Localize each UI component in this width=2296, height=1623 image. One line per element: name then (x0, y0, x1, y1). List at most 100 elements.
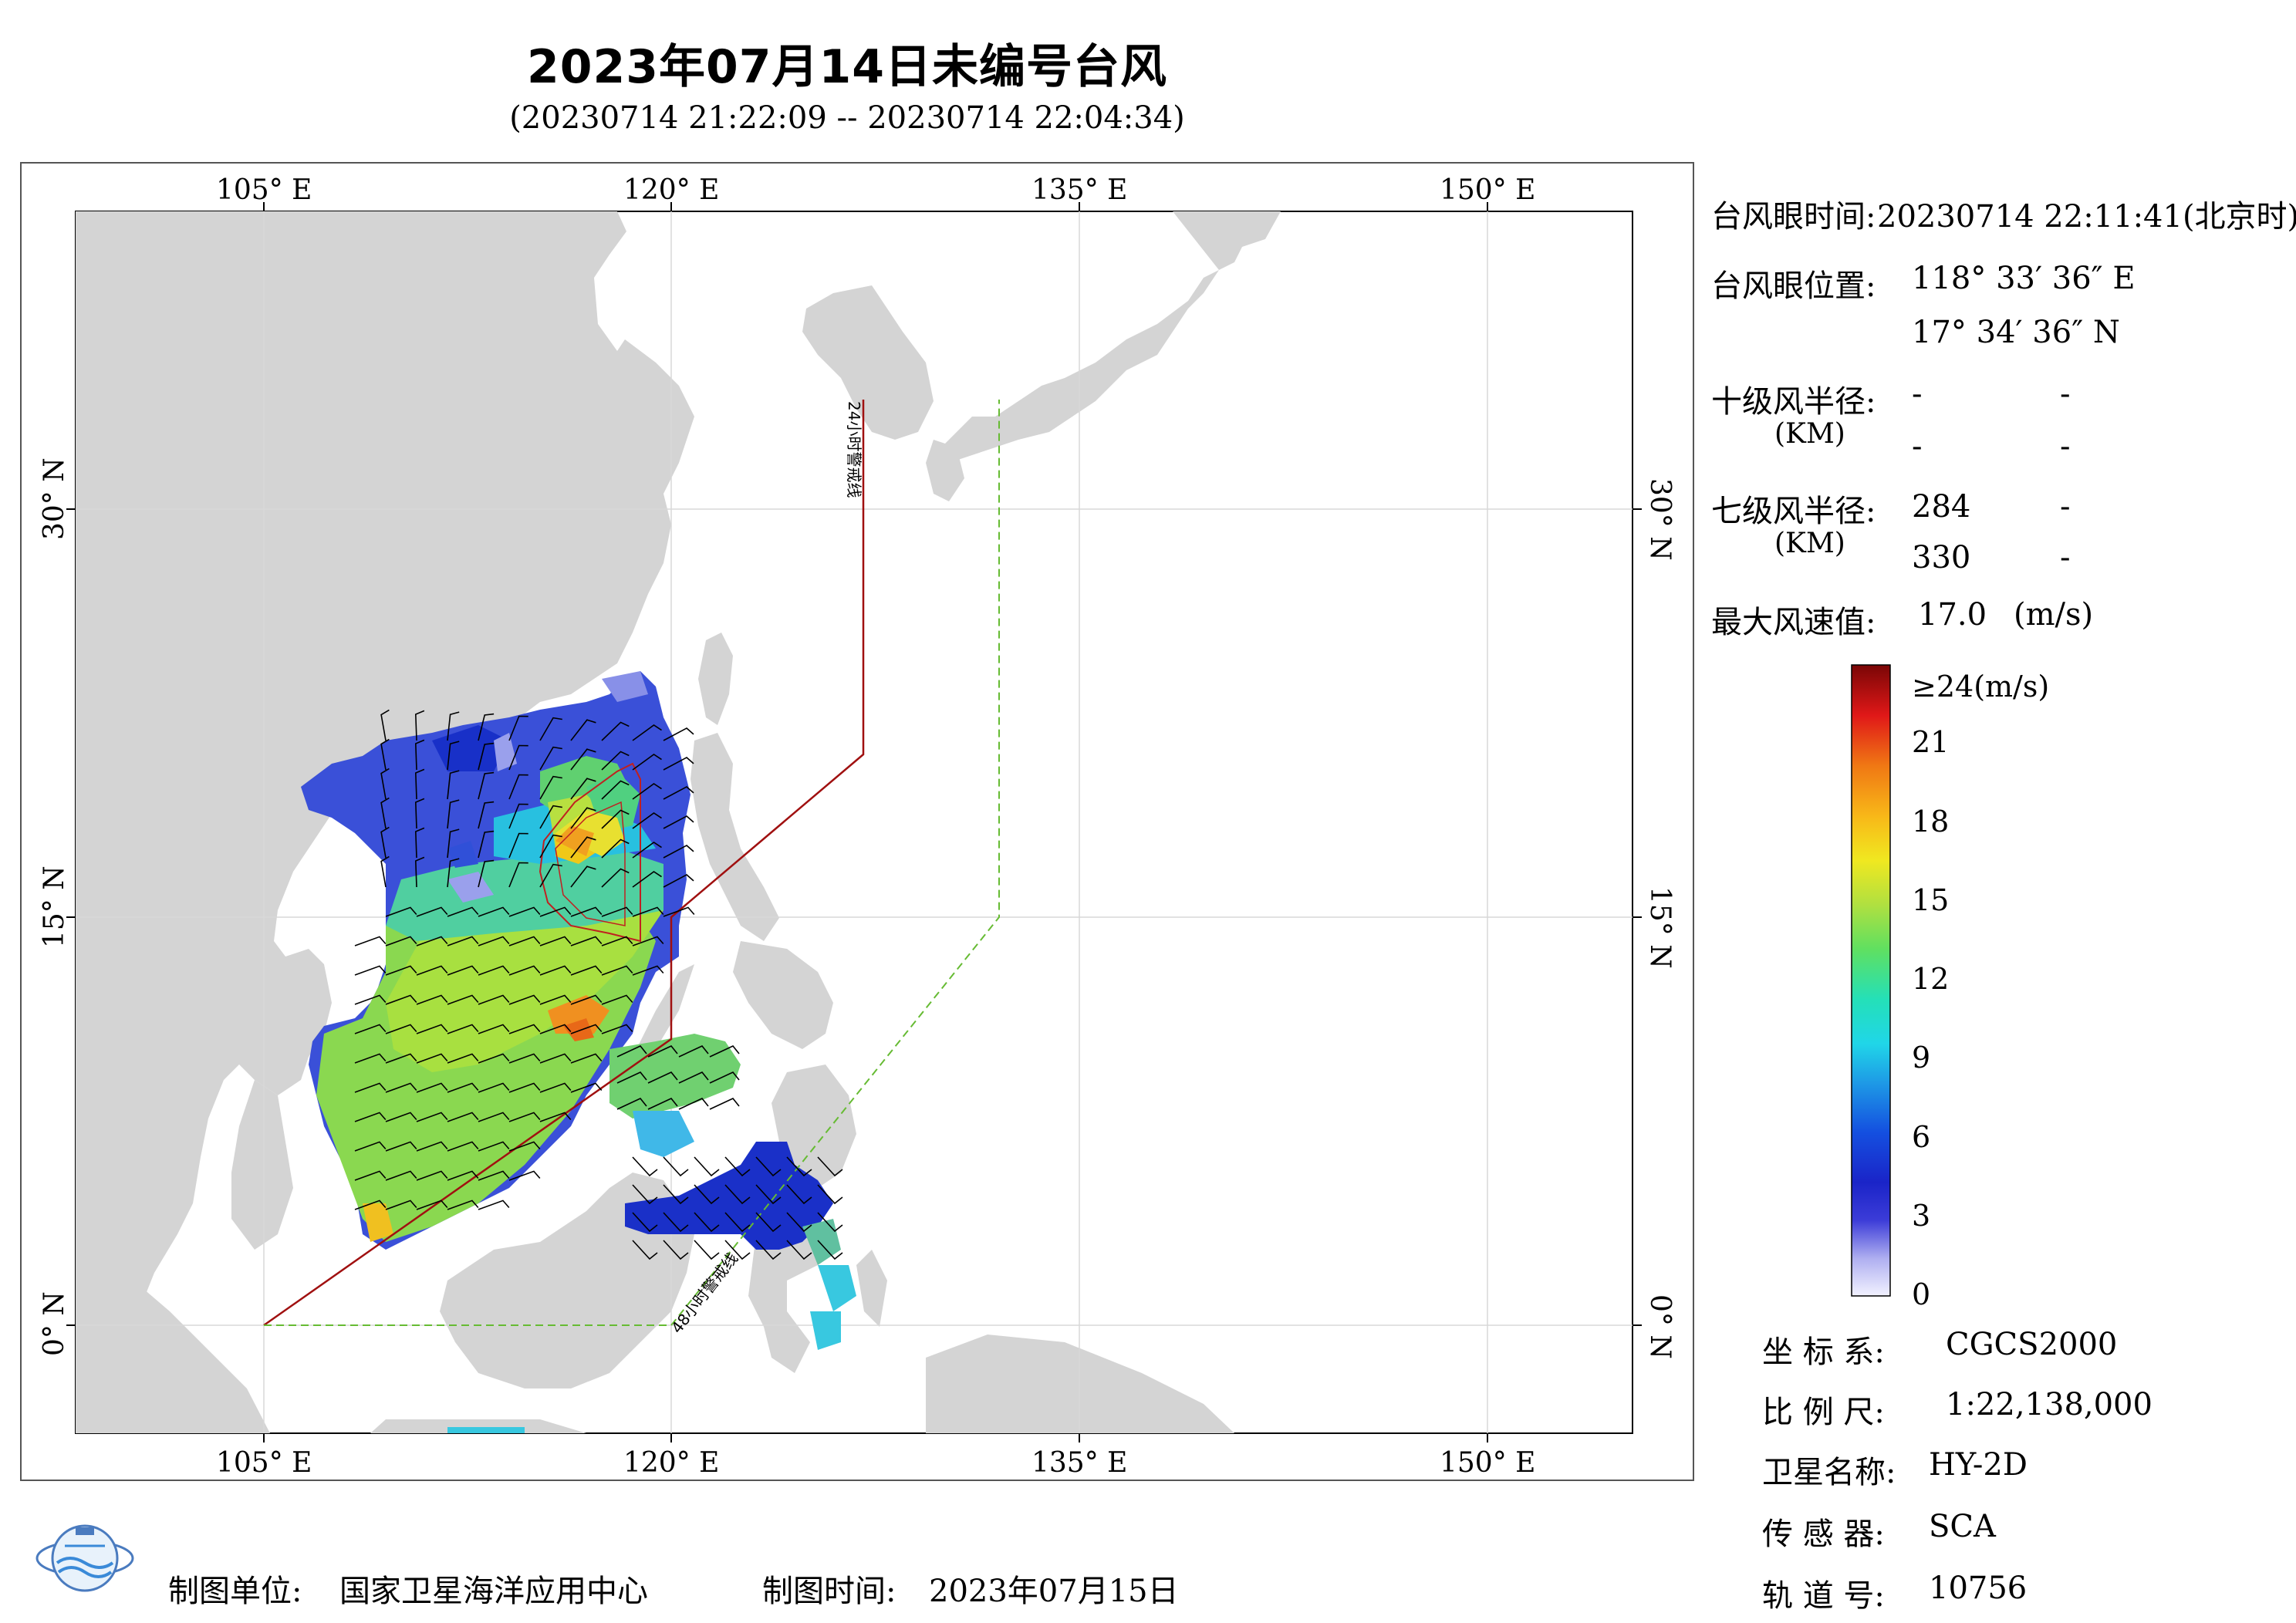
wind-barb (354, 994, 387, 1005)
map-subtitle: (20230714 21:22:09 -- 20230714 22:04:34) (509, 100, 1185, 136)
wind-barb (663, 1156, 689, 1177)
wind-barb (354, 1024, 387, 1034)
wind-barb (414, 798, 425, 829)
wind-barb (447, 770, 460, 800)
producer-value: 国家卫星海洋应用中心 (339, 1574, 648, 1609)
wind-barb (663, 757, 694, 771)
wind-barb (539, 775, 562, 800)
eye-time-value: 20230714 22:11:41(北京时) (1877, 199, 2296, 235)
legend-tick-label: 6 (1912, 1119, 1931, 1154)
wind-barb (416, 1053, 448, 1064)
land-kyushu (926, 440, 964, 501)
wind-barb (663, 815, 694, 829)
wind-barb (478, 1082, 510, 1093)
lat-label-left-15: 15° N (39, 865, 70, 948)
wind-barb (632, 871, 662, 888)
legend-tick-label: ≥24(m/s) (1912, 670, 2050, 704)
eye-longitude: 118° 33′ 36″ E (1912, 261, 2136, 296)
legend-tick-label: 0 (1912, 1277, 1931, 1311)
lon-label-top-150: 150° E (1440, 174, 1535, 206)
wind-barb (601, 721, 630, 741)
wind-barb (616, 1098, 647, 1110)
wind-barb (447, 994, 479, 1005)
frame-ticks (66, 202, 1642, 1442)
land-japan (941, 211, 1250, 463)
wind-barb (570, 1024, 603, 1034)
wind-barb (709, 1045, 740, 1058)
sensor-value: SCA (1929, 1509, 1996, 1544)
wind-barb (354, 1053, 387, 1064)
map-title: 2023年07月14日未编号台风 (527, 40, 1167, 94)
lat-label-right-0: 0° N (1644, 1294, 1676, 1359)
wind-barb (694, 1184, 720, 1205)
orbit-label: 轨 道 号: (1762, 1578, 1885, 1614)
wind-barb (663, 874, 694, 888)
wind-barb (724, 1240, 751, 1260)
wind-barb (447, 1200, 479, 1210)
wind-barb (380, 797, 390, 829)
wind-barb (447, 799, 460, 829)
wind-barb (570, 965, 603, 976)
wind-barb (478, 936, 510, 946)
wind-barb (354, 1112, 387, 1122)
wind-barb (508, 906, 541, 917)
wind-barb (508, 936, 541, 946)
radius-10-value-2b: - (2060, 429, 2071, 464)
radius-7-value-1b: - (2060, 489, 2071, 525)
wind-barb (817, 1184, 843, 1205)
wind-barb (478, 801, 495, 829)
producer-label: 制图单位: (168, 1574, 302, 1609)
wind-barb (354, 965, 387, 976)
wind-barb (447, 936, 479, 946)
wind-barb (570, 865, 596, 888)
wind-barb (601, 838, 630, 859)
wind-barb (447, 1024, 479, 1034)
wind-barb (694, 1156, 720, 1177)
wind-barb (478, 713, 495, 741)
wind-barb (694, 1240, 720, 1260)
legend-tick-label: 21 (1912, 725, 1950, 760)
wind-barb (380, 826, 390, 859)
land-asia (76, 211, 694, 1358)
wind-barb (416, 1112, 448, 1122)
lon-label-bottom-105: 105° E (216, 1447, 312, 1479)
land-palawan (636, 964, 694, 1065)
wind-barb (663, 1184, 689, 1205)
wind-barb (539, 1053, 572, 1064)
wind-barb (447, 741, 460, 771)
wind-barb (601, 906, 633, 917)
wind-barb (632, 965, 664, 976)
wind-barb (539, 965, 572, 976)
wind-barb (663, 845, 694, 859)
wind-radius-7-outline (539, 762, 641, 943)
wind-barb (416, 994, 448, 1005)
lon-label-bottom-120: 120° E (623, 1447, 719, 1479)
wind-barb (414, 739, 425, 771)
wind-barb (385, 1170, 417, 1181)
land-sumatra (76, 1250, 270, 1433)
wind-barb (539, 994, 572, 1005)
wind-barb (380, 855, 390, 888)
wind-barb (570, 807, 596, 829)
wind-barb (385, 906, 417, 917)
nsoas-logo-icon (35, 1524, 134, 1592)
lat-label-left-30: 30° N (39, 457, 70, 540)
wind-barb (632, 1184, 658, 1205)
wind-barb (539, 746, 562, 771)
wind-barb (601, 994, 633, 1005)
wind-barb (539, 1112, 572, 1122)
legend-tick-label: 3 (1912, 1198, 1931, 1233)
wind-barb (508, 1082, 541, 1093)
wind-barb (354, 1200, 387, 1210)
legend-tick-label: 12 (1912, 962, 1950, 996)
max-wind-value: 17.0 (1918, 597, 1987, 633)
wind-barb (380, 709, 390, 741)
wind-barb (632, 842, 662, 859)
radius-10-value-2a: - (1912, 429, 1923, 464)
radius-7-value-2a: 330 (1912, 540, 1971, 575)
wind-barb (416, 1200, 448, 1210)
wind-barb (539, 863, 562, 888)
wind-barb (508, 1112, 541, 1122)
eye-position-label: 台风眼位置: (1711, 268, 1876, 304)
